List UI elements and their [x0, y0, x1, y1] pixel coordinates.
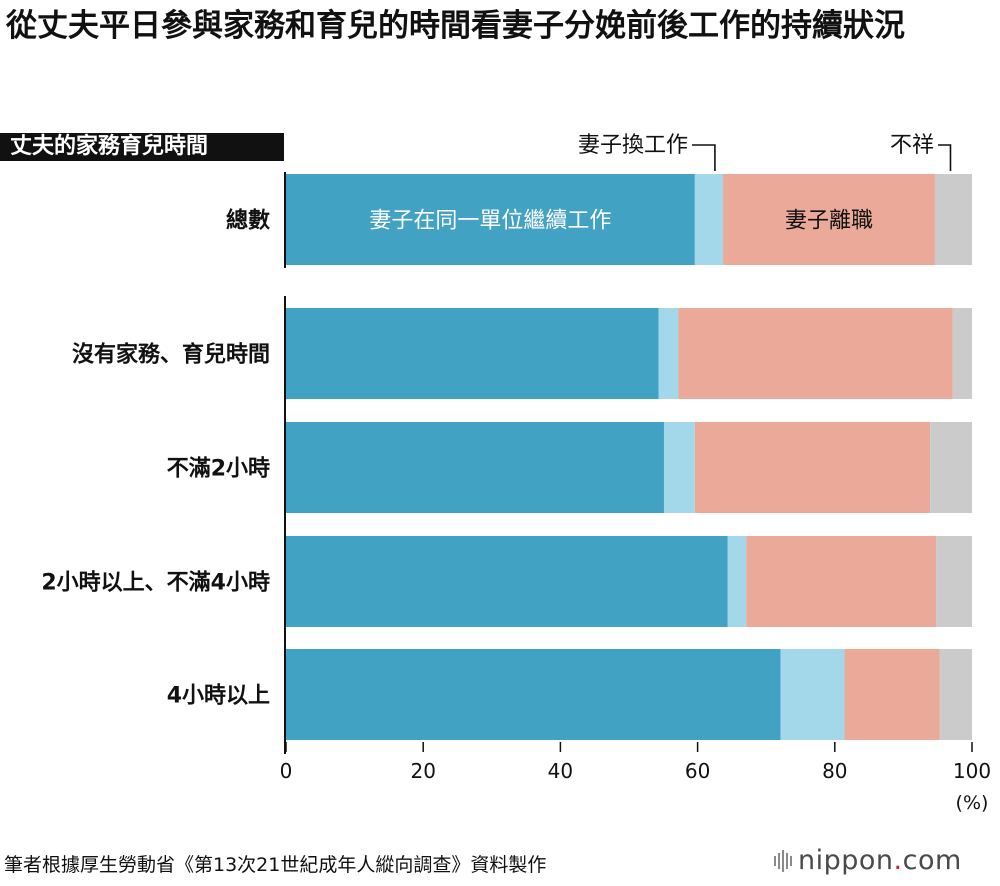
callout-line-unknown	[938, 144, 952, 171]
bar-unknown	[952, 308, 972, 399]
logo-suffix: com	[902, 845, 962, 876]
bar-changed	[663, 422, 695, 513]
category-label: 不滿2小時	[167, 456, 270, 482]
bar-quit	[678, 308, 953, 399]
bar-continued	[286, 174, 695, 265]
bar-changed	[694, 174, 723, 265]
series-label-unknown: 不祥	[890, 133, 934, 158]
bar-quit	[694, 422, 931, 513]
logo-dot: .	[893, 845, 903, 876]
x-tick-label: 0	[280, 759, 293, 783]
callout-line-changed	[692, 144, 716, 171]
logo-text: nippon.com	[798, 845, 962, 877]
bar-changed	[727, 536, 747, 627]
logo-mark-icon	[774, 850, 792, 872]
category-header: 丈夫的家務育兒時間	[0, 133, 284, 161]
nippon-logo: nippon.com	[774, 845, 962, 877]
category-label: 4小時以上	[167, 684, 270, 709]
x-tick-label: 80	[822, 759, 847, 783]
x-tick-label: 40	[548, 759, 573, 783]
bar-unknown	[936, 536, 972, 627]
x-tick-label: 20	[410, 759, 435, 783]
source-note: 筆者根據厚生勞動省《第13次21世紀成年人縱向調查》資料製作	[4, 854, 547, 876]
x-unit-label: (%)	[956, 792, 989, 814]
category-label: 2小時以上、不滿4小時	[41, 570, 270, 596]
chart-title: 從丈夫平日參與家務和育兒的時間看妻子分娩前後工作的持續狀況	[6, 8, 905, 44]
bar-unknown	[939, 649, 972, 740]
bar-unknown	[934, 174, 972, 265]
series-label-quit: 妻子離職	[785, 209, 873, 234]
bar-changed	[780, 649, 845, 740]
bar-unknown	[930, 422, 972, 513]
category-label: 總數	[226, 208, 270, 234]
bar-continued	[286, 649, 781, 740]
bar-quit	[746, 536, 937, 627]
x-tick-label: 100	[953, 759, 991, 783]
x-tick-label: 60	[685, 759, 710, 783]
series-label-continued: 妻子在同一單位繼續工作	[369, 209, 611, 234]
category-label: 沒有家務、育兒時間	[72, 342, 270, 368]
bar-continued	[286, 536, 728, 627]
bar-continued	[286, 422, 664, 513]
bar-quit	[722, 174, 935, 265]
logo-name: nippon	[798, 845, 894, 876]
bar-continued	[286, 308, 659, 399]
bar-quit	[844, 649, 940, 740]
bar-changed	[658, 308, 679, 399]
series-label-changed: 妻子換工作	[578, 133, 688, 158]
